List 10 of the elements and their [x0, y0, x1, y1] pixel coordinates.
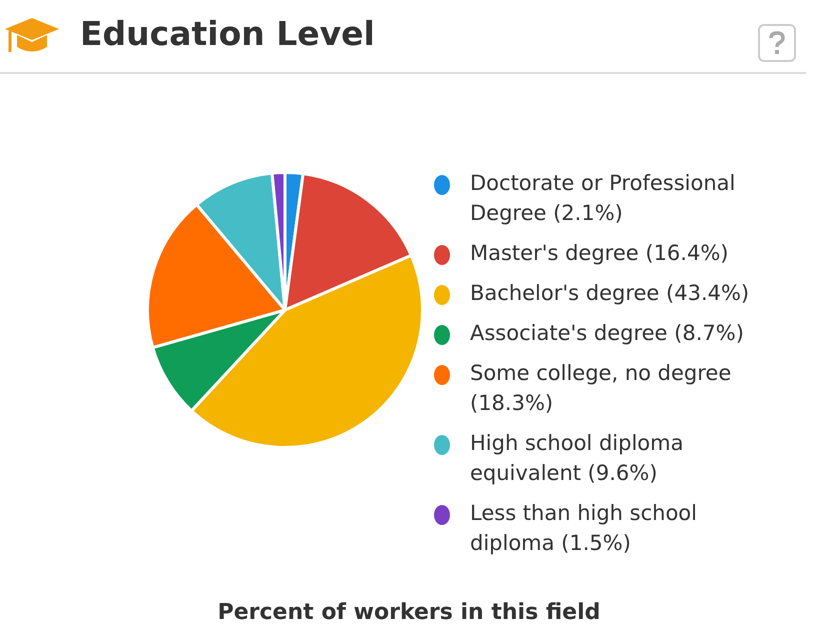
legend-label: Bachelor's degree (43.4%)	[469, 280, 750, 307]
legend-label: Doctorate or Professional Degree (2.1%)	[469, 170, 736, 227]
legend-label: Some college, no degree	[470, 361, 732, 385]
data-label: (18.3%)	[470, 391, 554, 415]
legend-label: Less than high school diploma (1.5%)	[469, 500, 698, 557]
legend-label: Associate's degree (8.7%)	[469, 320, 745, 347]
legend-label: Master's degree (16.4%)	[469, 240, 730, 267]
chart-title: Education Level	[80, 14, 375, 53]
text: Percent of workers in this field	[216, 600, 602, 625]
legend-label: High school diploma equivalent (9.6%)	[469, 430, 684, 487]
